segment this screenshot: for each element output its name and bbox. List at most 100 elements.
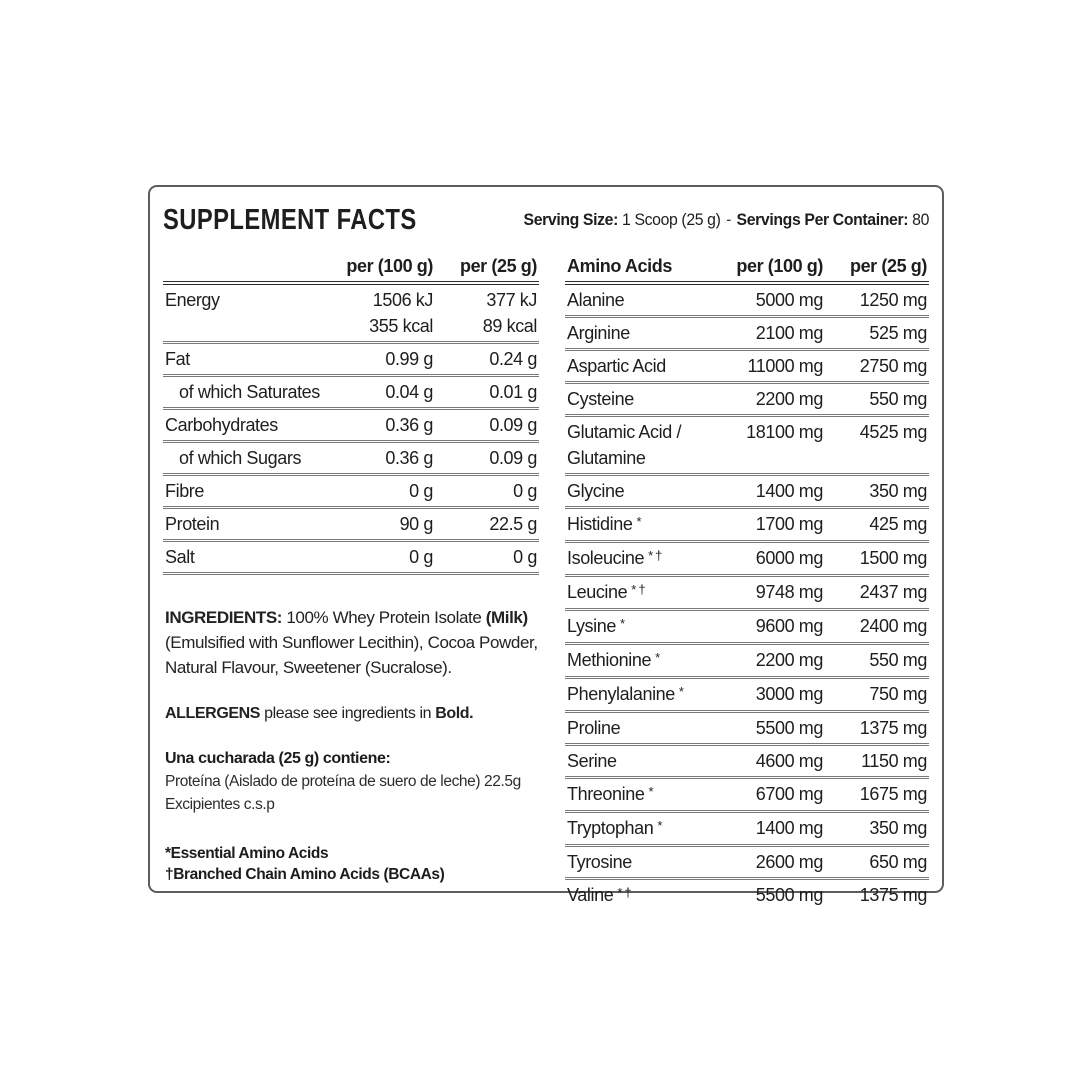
row-label: Tyrosine <box>567 852 711 873</box>
row-value-per25: 650 mg <box>869 852 927 872</box>
row-label-text: Glutamic Acid / <box>567 422 682 442</box>
table-row: Arginine 2100 mg 525 mg <box>565 318 929 351</box>
row-value-per25: 350 mg <box>869 481 927 501</box>
row-label-text: of which Sugars <box>179 448 302 468</box>
row-label: Tryptophan * <box>567 818 711 840</box>
row-label-text: Alanine <box>567 290 625 310</box>
table-row: Lysine * 9600 mg 2400 mg <box>565 611 929 645</box>
row-label-text: Histidine <box>567 514 633 534</box>
row-label-text: Tyrosine <box>567 852 632 872</box>
row-label: Histidine * <box>567 514 711 536</box>
row-value-per100: 2600 mg <box>755 852 824 872</box>
row-value-per25: 1250 mg <box>859 290 928 310</box>
row-label: Glycine <box>567 481 711 502</box>
row-value-per100: 5000 mg <box>755 290 824 310</box>
row-value-per100: 11000 mg <box>747 356 823 376</box>
row-value-per25: 22.5 g <box>489 514 537 534</box>
row-value-per25: 0.09 g <box>489 448 537 468</box>
row-value-per100: 1400 mg <box>755 818 824 838</box>
page-title: SUPPLEMENT FACTS <box>163 203 417 236</box>
serving-separator: - <box>726 210 731 229</box>
row-value-per25: 1500 mg <box>859 548 928 568</box>
row-value-per25: 1375 mg <box>859 718 928 738</box>
serving-size-label: Serving Size: <box>523 210 619 229</box>
table-row: Methionine * 2200 mg 550 mg <box>565 645 929 679</box>
table-row: Carbohydrates 0.36 g 0.09 g <box>163 410 539 443</box>
row-label-text: Proline <box>567 718 621 738</box>
row-value-per100: 1506 kJ <box>372 290 434 310</box>
row-label-text: Cysteine <box>567 389 634 409</box>
serving-info: Serving Size: 1 Scoop (25 g) - Servings Pe… <box>523 210 930 230</box>
row-label: Fat <box>165 349 321 370</box>
row-value-per100: 3000 mg <box>755 684 824 704</box>
row-value-per25: 0 g <box>513 547 537 567</box>
row-value-per100: 9748 mg <box>755 582 824 602</box>
row-label: of which Saturates <box>165 382 321 403</box>
row-value-per100: 0.36 g <box>385 415 433 435</box>
table-row: Glycine 1400 mg 350 mg <box>565 476 929 509</box>
table-row: Glutamine <box>565 447 929 476</box>
row-label: Serine <box>567 751 711 772</box>
row-value-per100: 90 g <box>399 514 434 534</box>
row-value-per25: 89 kcal <box>482 316 538 336</box>
table-row: Fibre 0 g 0 g <box>163 476 539 509</box>
footnote-marker: * <box>619 616 628 631</box>
row-value-per25: 550 mg <box>869 389 927 409</box>
row-label-text: Arginine <box>567 323 630 343</box>
row-label-text: Glycine <box>567 481 625 501</box>
allergens-bold-word: Bold. <box>435 705 474 722</box>
row-label: Fibre <box>165 481 321 502</box>
row-label: Valine *† <box>567 885 711 907</box>
footnote-marker: * <box>678 684 686 699</box>
footnote-marker: * <box>636 514 644 529</box>
table-row: Threonine * 6700 mg 1675 mg <box>565 779 929 813</box>
allergens-body: please see ingredients in <box>260 705 436 722</box>
row-value-per25: 2750 mg <box>859 356 928 376</box>
row-label: Leucine *† <box>567 582 711 604</box>
row-value-per100: 355 kcal <box>369 316 433 336</box>
row-label: Aspartic Acid <box>567 356 711 377</box>
table-row: 355 kcal 89 kcal <box>163 315 539 344</box>
amino-acids-column: Amino Acids per (100 g) per (25 g) Alani… <box>565 251 929 911</box>
nutrition-table-header: per (100 g) per (25 g) <box>163 251 539 285</box>
supplement-facts-panel: SUPPLEMENT FACTS Serving Size: 1 Scoop (… <box>148 185 944 905</box>
row-label: Glutamine <box>567 448 711 469</box>
table-row: Alanine 5000 mg 1250 mg <box>565 285 929 318</box>
ingredients-heading: INGREDIENTS: <box>165 608 283 627</box>
table-row: Aspartic Acid 11000 mg 2750 mg <box>565 351 929 384</box>
row-label: Threonine * <box>567 784 711 806</box>
footnote-marker: * <box>648 784 656 799</box>
row-label: Cysteine <box>567 389 711 410</box>
row-label: of which Sugars <box>165 448 321 469</box>
row-label: Carbohydrates <box>165 415 321 436</box>
row-value-per25: 1375 mg <box>859 885 928 905</box>
servings-per-container-label: Servings Per Container: <box>736 210 909 229</box>
ingredients-milk-bold: (Milk) <box>485 608 528 627</box>
footnotes: *Essential Amino Acids †Branched Chain A… <box>165 843 539 885</box>
ingredients-segment-2: (Emulsified with Sunflower Lecithin), Co… <box>165 633 538 677</box>
ingredients-text: INGREDIENTS: 100% Whey Protein Isolate (… <box>165 605 539 680</box>
row-value-per25: 750 mg <box>869 684 927 704</box>
amino-acids-title: Amino Acids <box>567 256 672 276</box>
row-label: Glutamic Acid / <box>567 422 711 443</box>
ingredients-segment-1: 100% Whey Protein Isolate <box>282 608 486 627</box>
row-label-text: Glutamine <box>567 448 646 468</box>
table-row: Valine *† 5500 mg 1375 mg <box>565 880 929 911</box>
row-label-text: Isoleucine <box>567 548 645 568</box>
table-row: Isoleucine *† 6000 mg 1500 mg <box>565 543 929 577</box>
row-label-text: Leucine <box>567 582 628 602</box>
row-label: Energy <box>165 290 321 311</box>
row-label-text: Aspartic Acid <box>567 356 666 376</box>
row-value-per100: 2100 mg <box>755 323 824 343</box>
table-row: Fat 0.99 g 0.24 g <box>163 344 539 377</box>
table-row: Salt 0 g 0 g <box>163 542 539 575</box>
table-row: Phenylalanine * 3000 mg 750 mg <box>565 679 929 713</box>
row-label-text: of which Saturates <box>179 382 320 402</box>
nutrition-table: per (100 g) per (25 g) Energy 1506 kJ 377 … <box>163 251 539 575</box>
table-row: of which Sugars 0.36 g 0.09 g <box>163 443 539 476</box>
row-label-text: Fat <box>165 349 190 369</box>
footnote-marker: *† <box>631 582 648 597</box>
row-value-per100: 18100 mg <box>746 422 823 442</box>
allergens-text: ALLERGENS please see ingredients in Bold… <box>165 705 539 723</box>
panel-header: SUPPLEMENT FACTS Serving Size: 1 Scoop (… <box>163 201 929 239</box>
